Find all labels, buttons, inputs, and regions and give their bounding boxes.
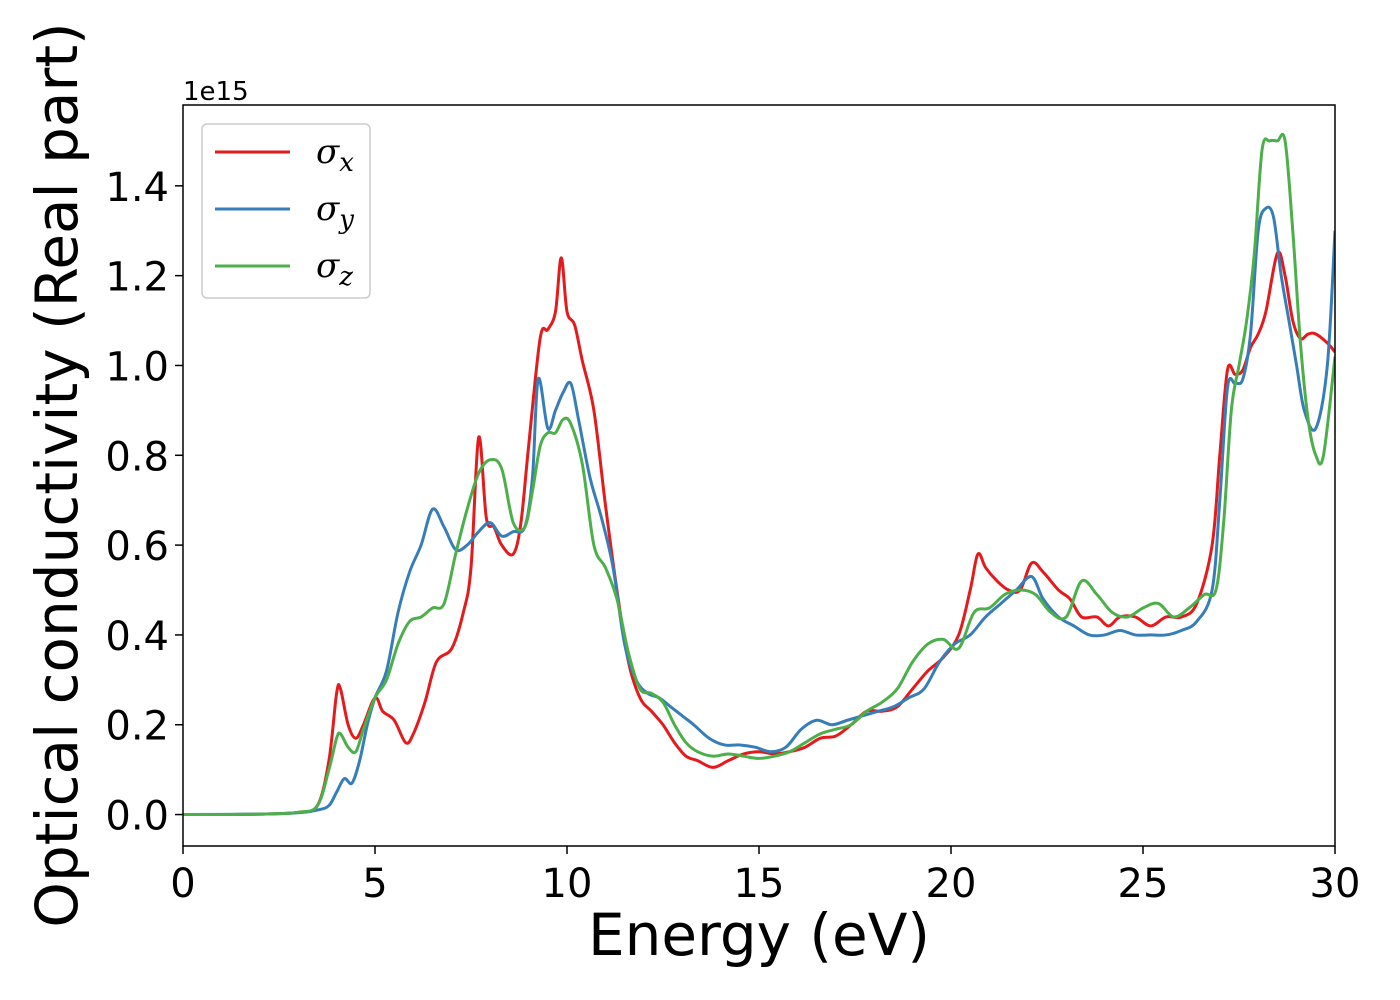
y-tick-label: 1.2: [105, 255, 169, 301]
x-tick-label: 20: [926, 861, 977, 907]
x-axis-title: Energy (eV): [588, 901, 930, 969]
x-tick-label: 30: [1310, 861, 1361, 907]
x-tick-label: 5: [362, 861, 387, 907]
x-axis: 0 5 10 15 20 25 30: [170, 846, 1360, 907]
legend-frame: [201, 123, 371, 299]
y-tick-label: 0.2: [105, 704, 169, 750]
legend-label-x: σx: [316, 132, 354, 178]
y-offset-label: 1e15: [183, 77, 249, 107]
y-tick-label: 0.6: [105, 524, 169, 570]
legend-label-y: σy: [316, 189, 354, 235]
y-axis: 0.0 0.2 0.4 0.6 0.8 1.0 1.2 1.4: [105, 165, 183, 840]
y-tick-label: 0.0: [105, 794, 169, 840]
y-tick-label: 0.4: [105, 614, 169, 660]
series-line-z: [183, 132, 1335, 817]
y-tick-label: 1.0: [105, 344, 169, 390]
y-tick-label: 1.4: [105, 165, 169, 211]
plot-lines: [183, 132, 1335, 817]
legend-label-z: σz: [316, 246, 353, 292]
series-line-y: [183, 205, 1335, 817]
x-tick-label: 0: [170, 861, 195, 907]
y-axis-title: Optical conductivity (Real part): [23, 22, 91, 927]
x-tick-label: 15: [734, 861, 785, 907]
x-tick-label: 10: [542, 861, 593, 907]
x-tick-label: 25: [1118, 861, 1169, 907]
y-tick-label: 0.8: [105, 434, 169, 480]
legend: σx σy σz: [201, 123, 371, 299]
